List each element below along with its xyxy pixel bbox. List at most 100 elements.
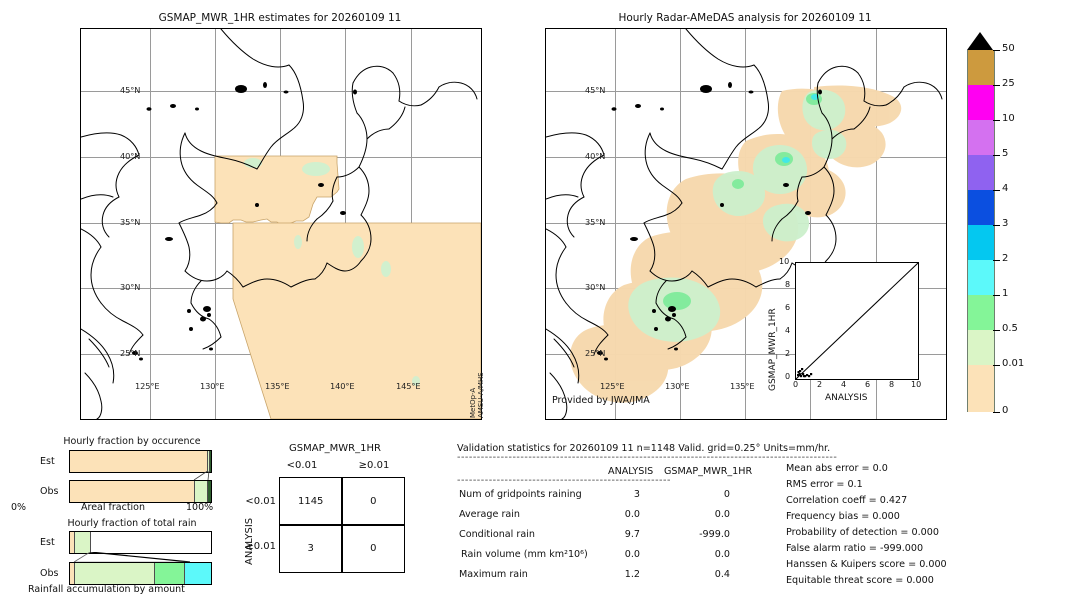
colorbar-band-5 xyxy=(967,155,995,190)
occurrence-est-seg-2 xyxy=(210,451,211,472)
total-rain-connector-lines xyxy=(73,552,191,562)
scatter-one-to-one-line xyxy=(796,263,918,379)
gridline-lat-25-r xyxy=(546,354,946,355)
right-lat-label-25: 25°N xyxy=(585,348,606,358)
total-rain-obs-seg-0 xyxy=(70,563,75,584)
colorbar-band-4 xyxy=(967,190,995,225)
occurrence-chart-title: Hourly fraction by occurence xyxy=(63,436,201,447)
cb-tick-1 xyxy=(993,295,1000,296)
left-sensor-credit-line1: MetOp-A xyxy=(469,387,477,418)
validation-divider-mid: ----------------------------------------… xyxy=(457,475,671,486)
scatter-ytick-2: 2 xyxy=(785,349,791,358)
cb-tick-0 xyxy=(993,412,1000,413)
validation-score-1: RMS error = 0.1 xyxy=(786,479,863,490)
occurrence-axis-right: 100% xyxy=(186,502,214,513)
occurrence-est-seg-0 xyxy=(70,451,209,472)
validation-row-label-3: Rain volume (mm km²10⁶) xyxy=(461,549,588,560)
cb-tick-4 xyxy=(993,190,1000,191)
cb-label-05: 0.5 xyxy=(1002,323,1018,334)
scatter-ytick-8: 8 xyxy=(785,280,791,289)
scatter-ytick-0: 0 xyxy=(785,372,791,381)
total-rain-obs-seg-1 xyxy=(74,563,155,584)
occurrence-obs-seg-1 xyxy=(195,481,209,502)
total-rain-est-seg-0 xyxy=(70,532,75,553)
total-rain-axis-bottom: Rainfall accumulation by amount xyxy=(28,584,185,595)
validation-row-analysis-3: 0.0 xyxy=(624,549,640,560)
validation-row-label-0: Num of gridpoints raining xyxy=(459,489,582,500)
total-rain-est-seg-1 xyxy=(74,532,92,553)
scatter-xtick-6: 6 xyxy=(865,380,871,389)
left-coastline-overlay xyxy=(81,29,478,419)
occurrence-row-label-est: Est xyxy=(40,456,55,467)
occurrence-bar-est[interactable] xyxy=(69,450,212,473)
validation-row-estimate-3: 0.0 xyxy=(714,549,730,560)
left-lat-label-35: 35°N xyxy=(120,217,141,227)
total-rain-bar-obs[interactable] xyxy=(69,562,212,585)
total-rain-obs-seg-3 xyxy=(184,563,211,584)
validation-score-2: Correlation coeff = 0.427 xyxy=(786,495,908,506)
contingency-cell-miss: 3 xyxy=(280,525,342,572)
scatter-ytick-4: 4 xyxy=(785,326,791,335)
validation-row-analysis-1: 0.0 xyxy=(624,509,640,520)
left-lon-label-145: 145°E xyxy=(396,381,421,391)
gridline-lon-145-r xyxy=(876,29,877,419)
validation-row-label-4: Maximum rain xyxy=(459,569,528,580)
gridline-lon-130 xyxy=(215,29,216,419)
total-rain-est-seg-empty xyxy=(91,532,211,553)
cb-label-2: 2 xyxy=(1002,253,1009,264)
colorbar[interactable] xyxy=(967,32,995,422)
scatter-xlabel: ANALYSIS xyxy=(825,393,868,403)
cb-label-1: 1 xyxy=(1002,288,1009,299)
colorbar-band-3 xyxy=(967,225,995,260)
validation-score-3: Frequency bias = 0.000 xyxy=(786,511,900,522)
scatter-plot-inset[interactable] xyxy=(795,262,919,380)
validation-row-estimate-4: 0.4 xyxy=(714,569,730,580)
right-map-panel[interactable]: 45°N 40°N 35°N 30°N 25°N 125°E 130°E 135… xyxy=(545,28,947,420)
occurrence-bar-obs[interactable] xyxy=(69,480,212,503)
validation-row-analysis-2: 9.7 xyxy=(624,529,640,540)
cb-tick-3 xyxy=(993,225,1000,226)
left-lat-label-45: 45°N xyxy=(120,85,141,95)
scatter-ytick-6: 6 xyxy=(785,303,791,312)
contingency-col-header-0: <0.01 xyxy=(286,460,318,471)
cb-tick-25 xyxy=(993,85,1000,86)
scatter-points xyxy=(797,368,813,378)
cb-label-5: 5 xyxy=(1002,148,1009,159)
validation-row-analysis-0: 3 xyxy=(633,489,640,500)
total-rain-row-label-obs: Obs xyxy=(40,568,59,579)
scatter-xtick-4: 4 xyxy=(841,380,847,389)
validation-row-estimate-2: -999.0 xyxy=(699,529,730,540)
right-lat-label-45: 45°N xyxy=(585,85,606,95)
cb-tick-05 xyxy=(993,330,1000,331)
right-precip-overlay xyxy=(570,85,902,403)
contingency-table-grid[interactable]: 1145 0 3 0 xyxy=(279,477,405,573)
right-map-canvas: 45°N 40°N 35°N 30°N 25°N 125°E 130°E 135… xyxy=(546,29,946,419)
left-map-panel[interactable]: 45°N 40°N 35°N 30°N 25°N 125°E 130°E 135… xyxy=(80,28,482,420)
validation-row-label-2: Conditional rain xyxy=(459,529,535,540)
cb-label-3: 3 xyxy=(1002,218,1009,229)
colorbar-band-10 xyxy=(967,120,995,155)
left-lon-label-135: 135°E xyxy=(265,381,290,391)
validation-score-4: Probability of detection = 0.000 xyxy=(786,527,939,538)
cb-label-001: 0.01 xyxy=(1002,358,1025,369)
total-rain-chart-title: Hourly fraction of total rain xyxy=(67,518,197,529)
contingency-row-header-0: <0.01 xyxy=(245,496,276,507)
left-precip-overlay xyxy=(214,155,481,419)
occurrence-axis-center: Areal fraction xyxy=(81,502,146,513)
colorbar-band-05 xyxy=(967,330,995,365)
occurrence-est-seg-1 xyxy=(208,451,211,472)
total-rain-bar-est[interactable] xyxy=(69,531,212,554)
gridline-lat-45-r xyxy=(546,91,946,92)
occurrence-row-label-obs: Obs xyxy=(40,486,59,497)
cb-tick-5 xyxy=(993,155,1000,156)
contingency-cell-false-alarm: 0 xyxy=(342,478,404,525)
left-lon-label-140: 140°E xyxy=(330,381,355,391)
left-lat-label-40: 40°N xyxy=(120,151,141,161)
colorbar-arrow-icon xyxy=(967,32,993,50)
gridline-lat-45 xyxy=(81,91,481,92)
colorbar-band-25 xyxy=(967,85,995,120)
scatter-xtick-0: 0 xyxy=(793,380,799,389)
cb-label-10: 10 xyxy=(1002,113,1015,124)
validation-row-estimate-0: 0 xyxy=(723,489,730,500)
cb-tick-10 xyxy=(993,120,1000,121)
